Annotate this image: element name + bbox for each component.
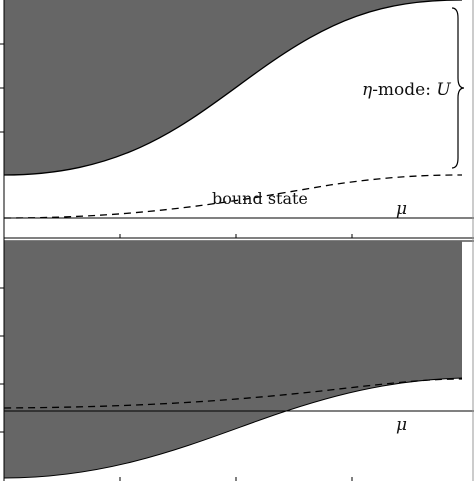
bottom-mu-label: μ [396,415,407,435]
eta-mode-text: -mode: [372,80,436,100]
top-bound-state-curve [3,174,463,219]
top-panel: η-mode: U bound state μ [3,0,474,219]
brace-icon [451,7,465,169]
u-symbol: U [436,80,451,100]
top-mu-label: μ [396,199,407,219]
top-band-edge [3,0,463,176]
top-band-region [4,0,462,175]
bottom-bound-state-curve [3,378,463,409]
eta-mode-label: η-mode: U [362,80,451,100]
eta-symbol: η [362,80,373,100]
bottom-band-edge [3,377,463,479]
bottom-panel: μ [3,241,474,479]
bound-state-label: bound state [212,189,308,208]
bottom-band-region [4,241,462,478]
